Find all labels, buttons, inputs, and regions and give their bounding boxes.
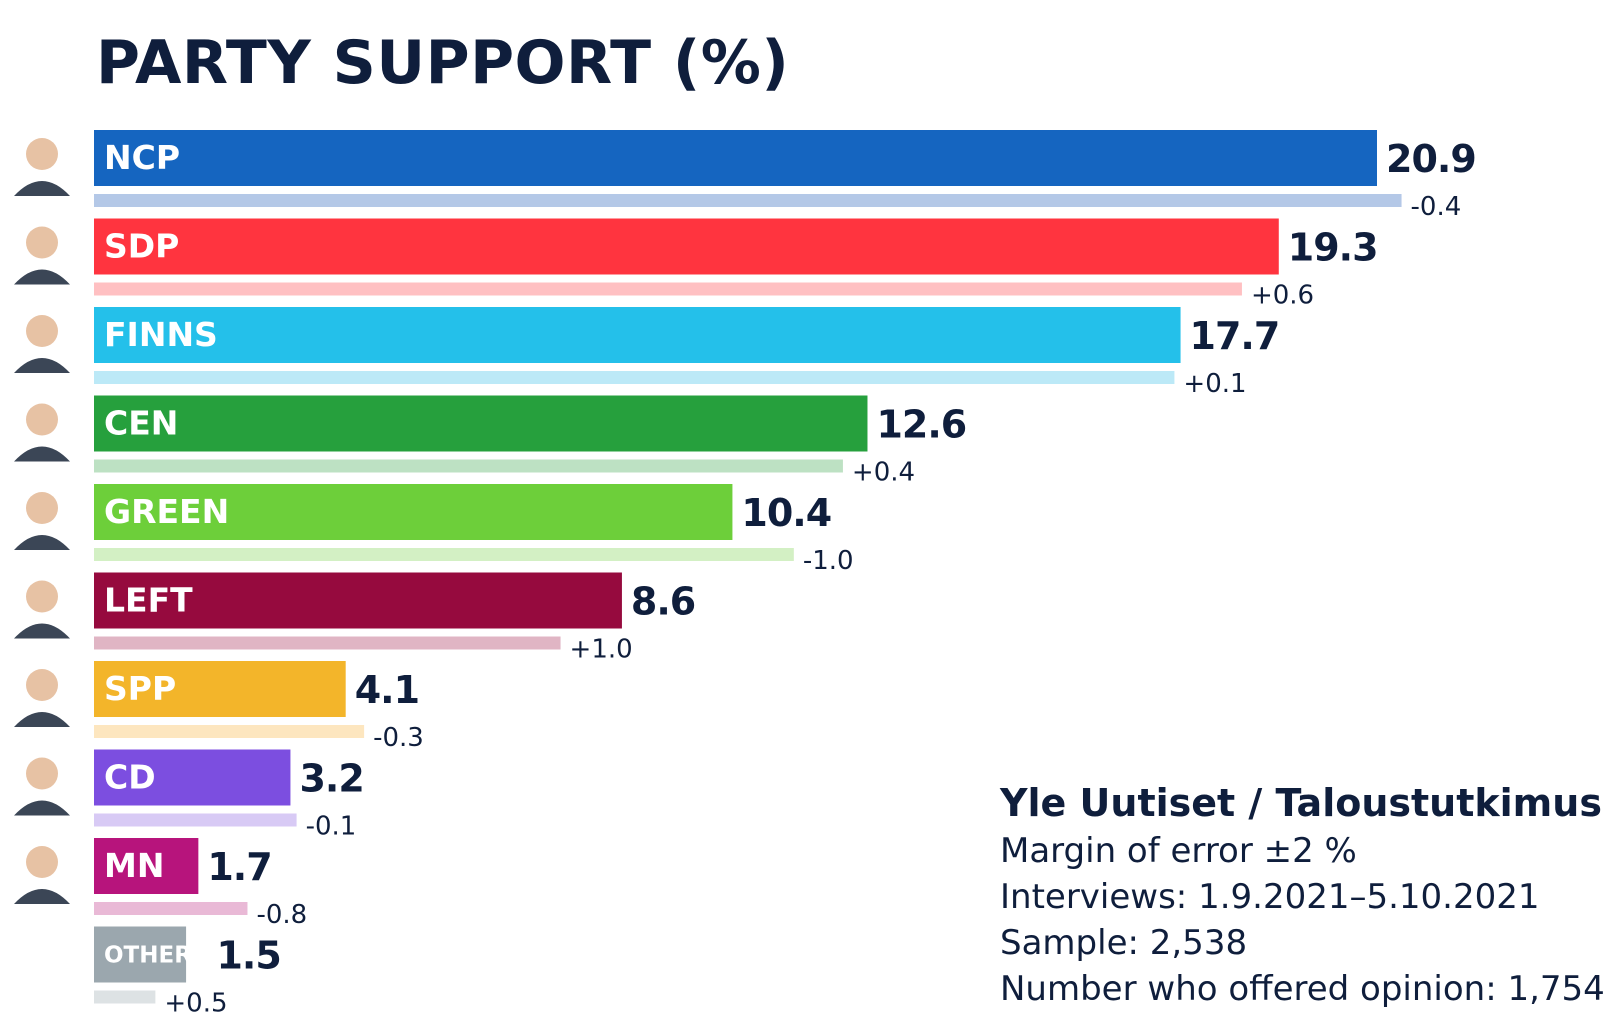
- bar-cd: [94, 749, 291, 806]
- margin-of-error: Margin of error ±2 %: [1000, 831, 1357, 871]
- leader-portrait-left: [14, 580, 70, 639]
- leader-portrait-cen: [14, 403, 70, 462]
- category-label-sdp: SDP: [104, 227, 179, 266]
- change-label-green: -1.0: [803, 546, 854, 576]
- leader-portrait-finns: [14, 315, 70, 373]
- previous-bar-sdp: [94, 282, 1242, 296]
- change-label-spp: -0.3: [373, 723, 424, 753]
- change-label-others: +0.5: [164, 989, 227, 1019]
- category-label-spp: SPP: [104, 669, 176, 708]
- bar-left: [94, 572, 622, 629]
- category-label-green: GREEN: [104, 492, 229, 531]
- value-label-finns: 17.7: [1190, 314, 1280, 358]
- value-label-mn: 1.7: [207, 845, 271, 889]
- leader-portrait-sdp: [14, 226, 70, 285]
- change-label-left: +1.0: [570, 635, 633, 665]
- change-label-cd: -0.1: [306, 812, 357, 842]
- category-label-others: OTHERS: [104, 943, 208, 969]
- leader-portrait-spp: [14, 669, 70, 727]
- leader-portrait-mn: [14, 846, 70, 904]
- sample-size: Sample: 2,538: [1000, 923, 1248, 963]
- previous-bar-mn: [94, 902, 248, 915]
- category-label-cen: CEN: [104, 404, 178, 443]
- value-label-left: 8.6: [631, 580, 695, 624]
- category-label-mn: MN: [104, 846, 164, 885]
- leader-portrait-ncp: [14, 138, 70, 196]
- opinion-count: Number who offered opinion: 1,754: [1000, 969, 1605, 1009]
- previous-bar-cen: [94, 459, 843, 473]
- category-label-left: LEFT: [104, 581, 193, 620]
- change-label-sdp: +0.6: [1251, 281, 1314, 311]
- value-label-cen: 12.6: [876, 403, 966, 447]
- bar-ncp: [94, 130, 1377, 186]
- value-label-green: 10.4: [741, 491, 831, 535]
- change-label-mn: -0.8: [256, 900, 307, 930]
- previous-bar-green: [94, 548, 794, 561]
- bar-sdp: [94, 218, 1279, 275]
- category-label-cd: CD: [104, 758, 156, 797]
- previous-bar-finns: [94, 371, 1175, 384]
- previous-bar-cd: [94, 813, 297, 827]
- previous-bar-ncp: [94, 194, 1402, 207]
- value-label-cd: 3.2: [299, 757, 363, 801]
- bar-green: [94, 484, 733, 540]
- value-label-ncp: 20.9: [1386, 137, 1476, 181]
- category-label-finns: FINNS: [104, 315, 218, 354]
- previous-bar-left: [94, 636, 561, 650]
- bar-others: [94, 926, 187, 983]
- leader-portrait-cd: [14, 757, 70, 816]
- change-label-finns: +0.1: [1183, 369, 1246, 399]
- change-label-ncp: -0.4: [1411, 192, 1462, 222]
- source-info: Yle Uutiset / Taloustutkimus Margin of e…: [1000, 780, 1605, 1012]
- source-title: Yle Uutiset / Taloustutkimus: [1000, 781, 1602, 825]
- value-label-sdp: 19.3: [1288, 226, 1378, 270]
- previous-bar-spp: [94, 725, 365, 738]
- leader-portrait-green: [14, 492, 70, 550]
- previous-bar-others: [94, 990, 156, 1004]
- change-label-cen: +0.4: [852, 458, 915, 488]
- bar-finns: [94, 307, 1181, 363]
- chart-title: PARTY SUPPORT (%): [96, 28, 790, 98]
- value-label-spp: 4.1: [355, 668, 419, 712]
- interview-dates: Interviews: 1.9.2021–5.10.2021: [1000, 877, 1540, 917]
- bar-spp: [94, 661, 346, 717]
- bar-mn: [94, 838, 199, 894]
- category-label-ncp: NCP: [104, 138, 180, 177]
- value-label-others: 1.5: [216, 934, 280, 978]
- bar-cen: [94, 395, 868, 452]
